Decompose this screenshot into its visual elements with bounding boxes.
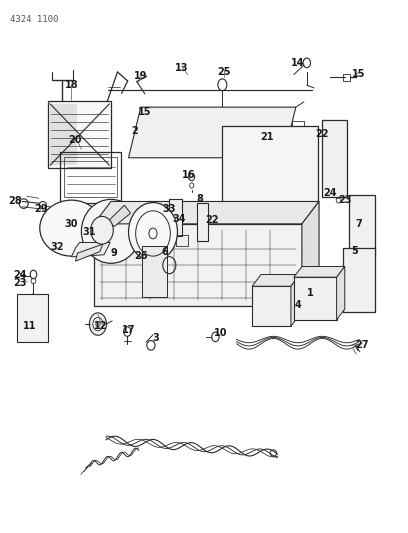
Bar [343,74,350,81]
Text: 5: 5 [352,246,358,255]
Bar [252,286,291,326]
Text: 23: 23 [13,278,27,288]
Text: 20: 20 [69,135,82,144]
Text: 30: 30 [64,220,78,229]
Text: 22: 22 [315,130,329,139]
Bar [294,277,337,320]
Text: 1: 1 [307,288,313,298]
Text: 18: 18 [64,80,78,90]
Polygon shape [252,274,300,286]
Polygon shape [337,266,345,320]
Bar [349,195,375,256]
Text: 28: 28 [9,197,22,206]
Text: 3: 3 [153,334,159,343]
Text: 6: 6 [162,247,169,256]
Text: 15: 15 [138,107,152,117]
Text: 19: 19 [134,71,148,80]
Text: 32: 32 [50,243,64,252]
Bar [197,203,208,241]
Polygon shape [50,104,77,165]
Text: 12: 12 [94,321,108,331]
Text: 11: 11 [22,321,36,331]
Text: 10: 10 [214,328,228,338]
Text: 9: 9 [111,248,118,257]
Text: 16: 16 [182,170,195,180]
Text: 7: 7 [356,219,362,229]
Polygon shape [291,274,300,326]
Polygon shape [75,244,103,261]
Text: 26: 26 [134,251,148,261]
Ellipse shape [39,201,47,209]
Text: 22: 22 [205,215,219,224]
Text: 14: 14 [291,58,305,68]
Bar [169,199,182,236]
Bar [142,246,167,297]
Ellipse shape [129,203,177,261]
Polygon shape [71,243,110,257]
Text: 24: 24 [13,270,27,280]
Bar [64,157,117,197]
Text: 17: 17 [122,325,135,335]
Text: 13: 13 [175,63,188,72]
Text: 21: 21 [260,132,274,142]
Polygon shape [129,107,296,158]
Text: 8: 8 [197,194,203,204]
Ellipse shape [40,200,103,256]
Polygon shape [302,201,319,306]
Text: 33: 33 [162,204,176,214]
Text: 25: 25 [217,68,231,77]
Text: 23: 23 [338,195,352,205]
Bar [222,126,318,209]
Text: 4: 4 [295,300,301,310]
Bar [17,294,48,342]
Ellipse shape [82,199,140,263]
Bar [292,122,304,143]
Ellipse shape [89,313,106,335]
Polygon shape [108,205,131,227]
Text: 15: 15 [352,69,366,78]
Ellipse shape [91,216,113,244]
Text: 24: 24 [324,188,337,198]
Bar [60,152,121,203]
Text: 27: 27 [355,341,369,350]
Bar [322,120,347,197]
Bar [94,224,302,306]
Bar [343,248,375,312]
Polygon shape [94,201,319,224]
Text: 31: 31 [82,228,96,237]
Bar [48,101,111,168]
Text: 29: 29 [34,205,48,214]
Polygon shape [294,266,345,277]
Text: 2: 2 [131,126,138,136]
Bar [176,235,188,246]
Text: 34: 34 [172,214,186,223]
Text: 4324 1100: 4324 1100 [10,15,59,24]
